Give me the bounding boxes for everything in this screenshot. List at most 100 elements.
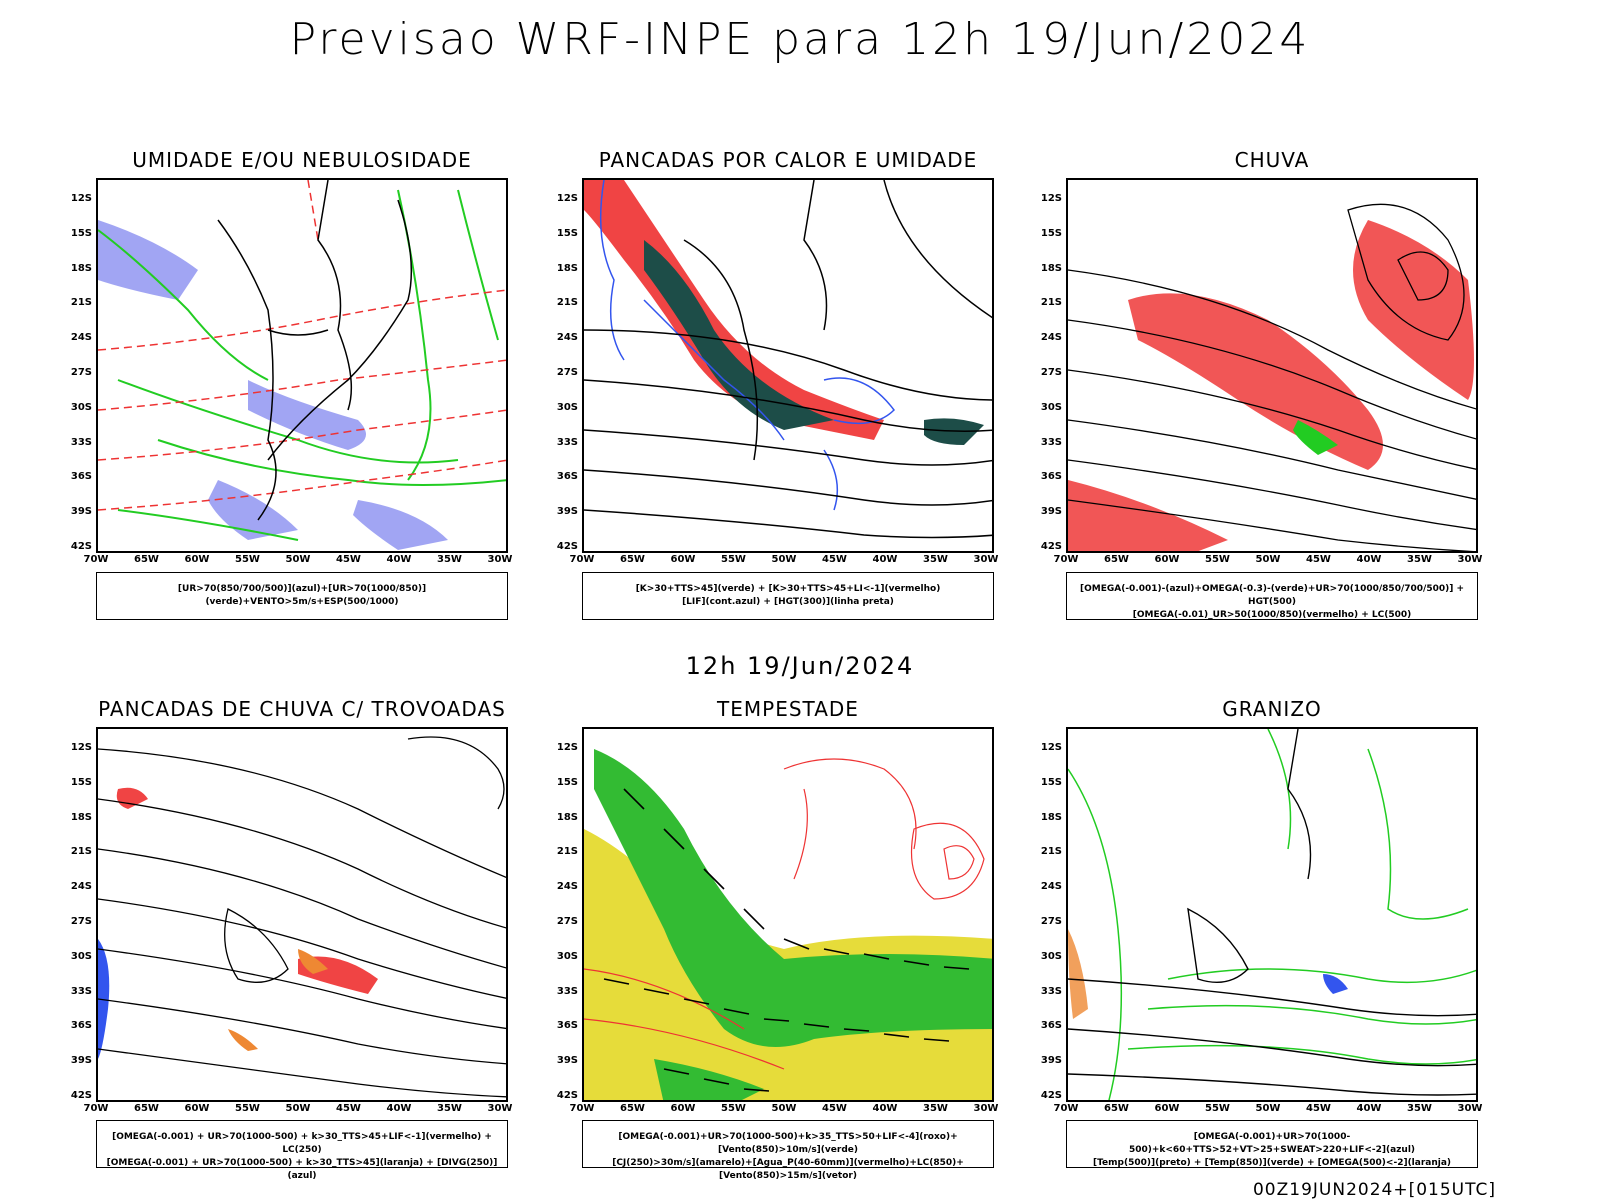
lon-tick: 45W [336,554,361,565]
lon-tick: 35W [1407,1103,1432,1114]
lat-tick: 15S [556,227,578,239]
lat-tick: 18S [1040,811,1062,823]
lat-tick: 27S [1040,916,1062,927]
lon-tick: 70W [1053,1103,1079,1114]
lat-tick: 33S [70,985,92,997]
lon-tick: 60W [184,554,210,565]
footer-run-info: 00Z19JUN2024+[015UTC] [1252,1180,1496,1200]
lon-tick: 35W [923,554,948,565]
legend-line: [OMEGA(-0.001)+UR>70(1000-500)+k>35_TTS>… [618,1132,958,1155]
lon-tick: 30W [1457,1103,1483,1114]
legend-chuva: [OMEGA(-0.001)-(azul)+OMEGA(-0.3)-(verde… [1066,572,1478,620]
legend-line: [K>30+TTS>45](verde) + [K>30+TTS>45+LI<-… [635,584,941,594]
lat-tick: 39S [1040,1055,1062,1067]
lon-tick: 65W [1104,1103,1129,1114]
map-chuva-svg [1068,203,1476,551]
lon-tick: 65W [620,554,645,565]
lon-tick: 65W [1104,554,1129,565]
lon-tick: 65W [620,1103,645,1114]
lon-tick: 60W [1154,1103,1180,1114]
lon-tick: 60W [670,1103,696,1114]
lat-tick: 15S [70,227,92,239]
lon-tick: 30W [1457,554,1483,565]
lon-tick: 40W [386,1103,412,1114]
lat-tick: 33S [1040,985,1062,997]
lon-tick: 60W [184,1103,210,1114]
lon-tick: 45W [1306,554,1331,565]
lat-tick: 30S [556,401,578,413]
legend-line: [OMEGA(-0.001)+UR>70(1000-500)+k<60+TTS>… [1128,1132,1416,1155]
panel-title-trovoadas: PANCADAS DE CHUVA C/ TROVOADAS [98,697,506,721]
map-tempestade-svg [584,749,992,1100]
lon-tick: 45W [1306,1103,1331,1114]
lat-tick: 39S [70,506,92,518]
lon-tick: 35W [923,1103,948,1114]
lon-tick: 40W [1356,1103,1382,1114]
lat-tick: 21S [556,297,578,309]
lat-tick: 15S [1040,227,1062,239]
lon-tick: 30W [973,1103,999,1114]
lat-tick: 12S [70,742,92,753]
lat-tick: 24S [1040,332,1062,344]
lat-tick: 42S [1040,1090,1062,1101]
lat-tick: 27S [70,916,92,927]
lat-tick: 15S [1040,776,1062,788]
legend-line: [Temp(500)](preto) + [Temp(850)](verde) … [1092,1158,1452,1168]
lon-tick: 65W [134,1103,159,1114]
lat-tick: 39S [556,506,578,518]
lon-tick: 35W [437,554,462,565]
lat-tick: 18S [556,811,578,823]
panel-title-granizo: GRANIZO [1222,697,1322,721]
lon-tick: 55W [235,1103,260,1114]
lon-tick: 70W [1053,554,1079,565]
lat-tick: 42S [70,1090,92,1101]
lon-tick: 45W [336,1103,361,1114]
map-pancadas-calor-svg [584,180,992,539]
lat-tick: 33S [556,436,578,448]
lat-tick: 42S [556,541,578,552]
legend-trovoadas: [OMEGA(-0.001) + UR>70(1000-500) + k>30_… [96,1120,508,1181]
legend-line: [CJ(250)>30m/s](amarelo)+[Agua_P(40-60mm… [612,1158,964,1181]
legend-umidade: [UR>70(850/700/500)](azul)+[UR>70(1000/8… [96,572,508,620]
legend-line: [OMEGA(-0.001)-(azul)+OMEGA(-0.3)-(verde… [1079,584,1465,607]
lat-tick: 42S [1040,541,1062,552]
lat-tick: 24S [70,881,92,893]
legend-line: [OMEGA(-0.001) + UR>70(1000-500) + k>30_… [112,1132,492,1155]
lat-tick: 36S [70,1020,92,1032]
legend-line: [OMEGA(-0.001) + UR>70(1000-500) + k>30_… [106,1158,498,1181]
lon-tick: 70W [83,554,109,565]
lon-tick: 60W [670,554,696,565]
lat-tick: 12S [70,193,92,204]
lat-tick: 30S [1040,950,1062,962]
map-trovoadas [96,727,508,1102]
lon-tick: 50W [1255,1103,1281,1114]
lat-tick: 24S [1040,881,1062,893]
lon-tick: 70W [569,554,595,565]
lon-tick: 55W [1205,1103,1230,1114]
lat-tick: 33S [1040,436,1062,448]
lon-tick: 55W [721,1103,746,1114]
lat-tick: 24S [70,332,92,344]
lon-tick: 55W [1205,554,1230,565]
map-pancadas-calor [582,178,994,553]
lon-tick: 60W [1154,554,1180,565]
legend-line: [LIF](cont.azul) + [HGT(300)](linha pret… [682,597,894,607]
lat-tick: 42S [70,541,92,552]
lat-tick: 36S [1040,471,1062,483]
lon-tick: 70W [569,1103,595,1114]
subtitle-time: 12h 19/Jun/2024 [685,652,915,680]
lat-tick: 30S [70,401,92,413]
lon-tick: 30W [973,554,999,565]
lon-tick: 45W [822,554,847,565]
lat-tick: 21S [70,846,92,858]
lat-tick: 21S [1040,297,1062,309]
lat-tick: 36S [1040,1020,1062,1032]
lat-tick: 30S [70,950,92,962]
lon-tick: 50W [771,554,797,565]
lat-tick: 30S [556,950,578,962]
lon-tick: 30W [487,554,513,565]
lat-tick: 15S [70,776,92,788]
lon-tick: 70W [83,1103,109,1114]
lon-tick: 50W [1255,554,1281,565]
map-chuva [1066,178,1478,553]
